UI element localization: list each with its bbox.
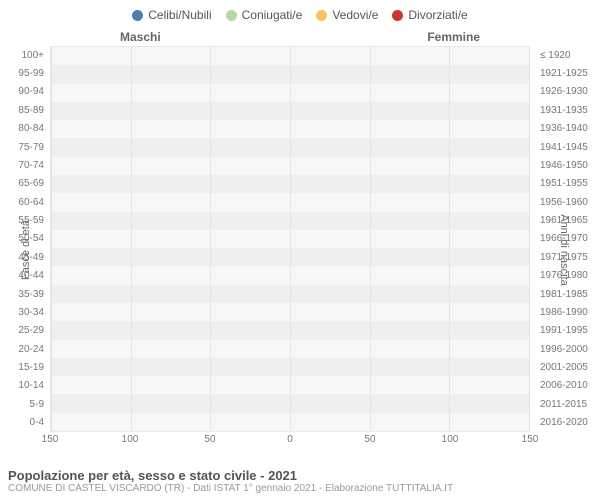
birth-label: ≤ 1920 (536, 46, 600, 64)
gridline (131, 47, 132, 431)
gridline (449, 47, 450, 431)
x-tick: 100 (122, 434, 139, 445)
birth-label: 2001-2005 (536, 358, 600, 376)
legend-item: Vedovi/e (316, 8, 378, 22)
age-label: 45-49 (0, 248, 48, 266)
legend-label: Vedovi/e (332, 8, 378, 22)
birth-label: 1966-1970 (536, 230, 600, 248)
gridline (529, 47, 530, 431)
legend-label: Divorziati/e (408, 8, 467, 22)
age-label: 55-59 (0, 211, 48, 229)
legend: Celibi/Nubili Coniugati/e Vedovi/e Divorzia… (0, 0, 600, 26)
birth-label: 1976-1980 (536, 267, 600, 285)
age-label: 80-84 (0, 120, 48, 138)
legend-swatch (226, 10, 237, 21)
age-label: 50-54 (0, 230, 48, 248)
male-label: Maschi (120, 30, 161, 44)
plot-area (50, 46, 530, 432)
y-axis-right: ≤ 19201921-19251926-19301931-19351936-19… (536, 46, 600, 432)
birth-label: 1981-1985 (536, 285, 600, 303)
birth-label: 1996-2000 (536, 340, 600, 358)
legend-swatch (392, 10, 403, 21)
footer: Popolazione per età, sesso e stato civil… (8, 468, 592, 494)
birth-label: 1926-1930 (536, 83, 600, 101)
gridline (370, 47, 371, 431)
legend-item: Coniugati/e (226, 8, 303, 22)
birth-label: 2016-2020 (536, 414, 600, 432)
age-label: 60-64 (0, 193, 48, 211)
female-label: Femmine (427, 30, 480, 44)
birth-label: 2006-2010 (536, 377, 600, 395)
x-tick: 150 (42, 434, 59, 445)
legend-label: Celibi/Nubili (148, 8, 211, 22)
age-label: 95-99 (0, 64, 48, 82)
population-pyramid: Celibi/Nubili Coniugati/e Vedovi/e Divorzia… (0, 0, 600, 500)
age-label: 75-79 (0, 138, 48, 156)
legend-label: Coniugati/e (242, 8, 303, 22)
age-label: 25-29 (0, 322, 48, 340)
birth-label: 1946-1950 (536, 156, 600, 174)
age-label: 70-74 (0, 156, 48, 174)
y-axis-left: 100+95-9990-9485-8980-8475-7970-7465-696… (0, 46, 48, 432)
birth-label: 1986-1990 (536, 303, 600, 321)
birth-label: 1971-1975 (536, 248, 600, 266)
x-tick: 150 (522, 434, 539, 445)
legend-item: Celibi/Nubili (132, 8, 211, 22)
birth-label: 1931-1935 (536, 101, 600, 119)
x-tick: 100 (442, 434, 459, 445)
age-label: 40-44 (0, 267, 48, 285)
birth-label: 1921-1925 (536, 64, 600, 82)
legend-swatch (316, 10, 327, 21)
x-axis: 15010050050100150 (50, 434, 530, 454)
x-tick: 50 (204, 434, 215, 445)
legend-swatch (132, 10, 143, 21)
age-label: 65-69 (0, 175, 48, 193)
birth-label: 1961-1965 (536, 211, 600, 229)
x-tick: 50 (364, 434, 375, 445)
gridline (51, 47, 52, 431)
age-label: 0-4 (0, 414, 48, 432)
birth-label: 1936-1940 (536, 120, 600, 138)
birth-label: 1956-1960 (536, 193, 600, 211)
birth-label: 1941-1945 (536, 138, 600, 156)
age-label: 15-19 (0, 358, 48, 376)
age-label: 35-39 (0, 285, 48, 303)
chart-title: Popolazione per età, sesso e stato civil… (8, 468, 592, 483)
gridline (290, 47, 291, 431)
age-label: 20-24 (0, 340, 48, 358)
age-label: 30-34 (0, 303, 48, 321)
age-label: 90-94 (0, 83, 48, 101)
chart-subtitle: COMUNE DI CASTEL VISCARDO (TR) - Dati IS… (8, 483, 592, 494)
age-label: 85-89 (0, 101, 48, 119)
age-label: 5-9 (0, 395, 48, 413)
x-tick: 0 (287, 434, 293, 445)
birth-label: 1991-1995 (536, 322, 600, 340)
birth-label: 2011-2015 (536, 395, 600, 413)
age-label: 100+ (0, 46, 48, 64)
age-label: 10-14 (0, 377, 48, 395)
gridline (210, 47, 211, 431)
legend-item: Divorziati/e (392, 8, 467, 22)
birth-label: 1951-1955 (536, 175, 600, 193)
gender-labels: Maschi Femmine (0, 30, 600, 44)
